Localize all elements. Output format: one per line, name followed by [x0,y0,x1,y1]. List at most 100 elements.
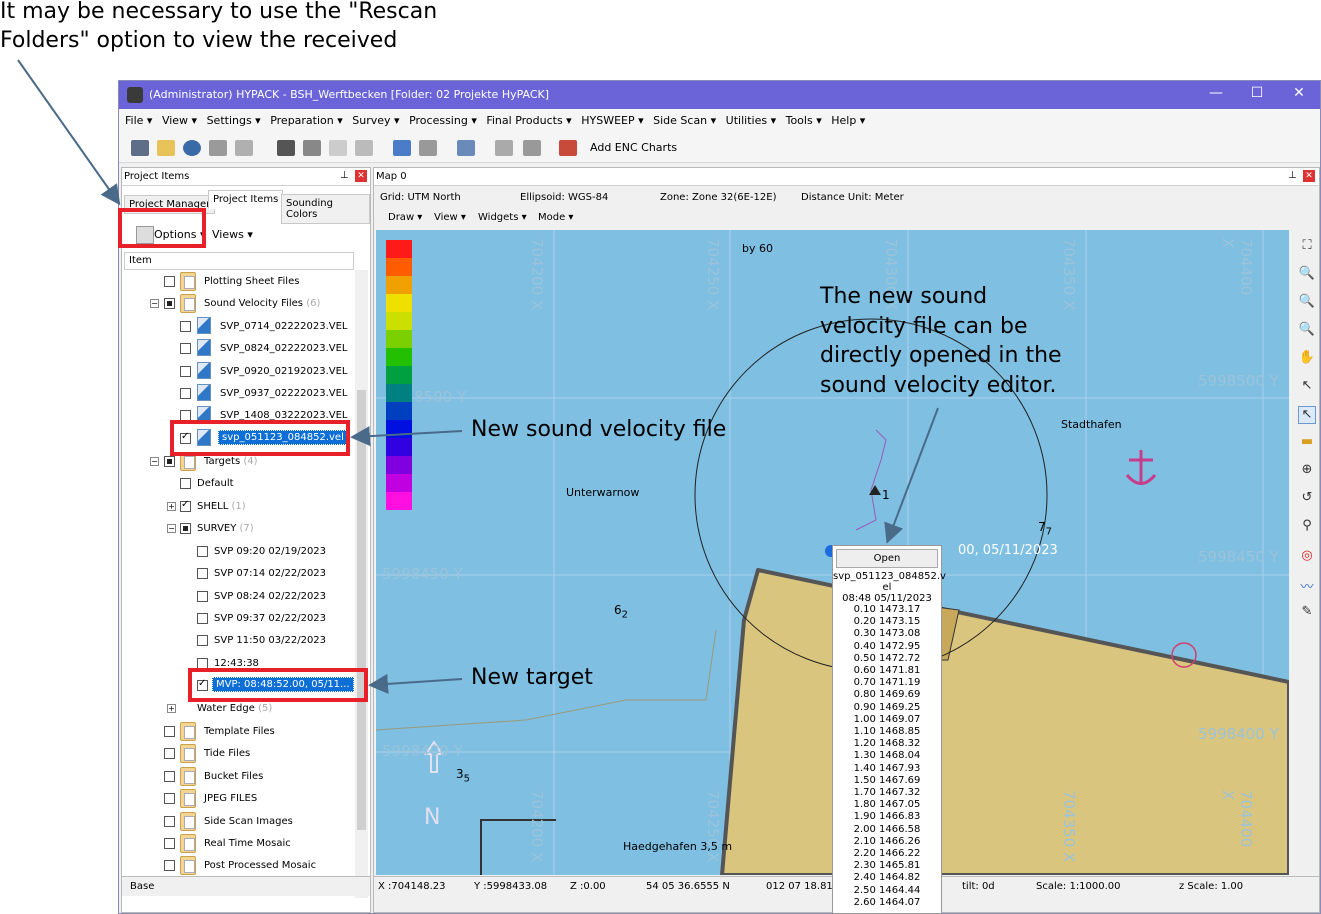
boat-icon[interactable] [277,140,295,156]
scroll-thumb[interactable] [357,390,366,830]
base-tab[interactable]: Base [122,876,370,896]
checkbox-t1[interactable] [197,546,208,557]
depth-icon[interactable]: ⚲ [1302,518,1312,533]
tree-item-svp4[interactable]: SVP_0937_02222023.VEL [220,388,348,399]
tree-item-tide[interactable]: Tide Files [204,748,251,759]
print-icon[interactable] [523,140,541,156]
tree-item-t2[interactable]: SVP 07:14 02/22/2023 [214,568,327,579]
menu-preparation[interactable]: Preparation ▾ [270,114,343,127]
menu-utilities[interactable]: Utilities ▾ [725,114,777,127]
rotate-icon[interactable]: ↺ [1301,490,1313,505]
checkbox-targets[interactable] [164,456,175,467]
options-button[interactable]: Options ▾ [154,228,206,241]
tree-item-survey[interactable]: SURVEY (7) [197,523,254,534]
menu-settings[interactable]: Settings ▾ [206,114,261,127]
close-button[interactable]: ✕ [1293,85,1305,101]
maximize-button[interactable]: ☐ [1250,85,1264,101]
map-menu-mode[interactable]: Mode ▾ [538,212,574,223]
add-enc-charts-button[interactable]: Add ENC Charts [590,141,678,154]
checkbox-svp3[interactable] [180,366,191,377]
tree-item-targets[interactable]: Targets (4) [204,456,258,467]
north-up-icon[interactable]: ⊕ [1301,462,1313,477]
expand-icon[interactable]: + [167,502,176,511]
checkbox-tide[interactable] [164,748,175,759]
open-button[interactable]: Open [836,549,938,568]
target-icon[interactable]: ◎ [1301,548,1313,563]
tab-sounding-colors[interactable]: Sounding Colors [281,194,370,224]
minimize-button[interactable]: — [1209,85,1223,101]
checkbox-plotting[interactable] [164,276,175,287]
checkbox-sound-velocity[interactable] [164,298,175,309]
tree-item-template[interactable]: Template Files [204,726,275,737]
checkbox-survey[interactable] [180,523,191,534]
checkbox-t2[interactable] [197,568,208,579]
tree-item-shell[interactable]: SHELL (1) [197,501,246,512]
checkbox-t5[interactable] [197,635,208,646]
pin-icon[interactable]: ⊥ [340,170,349,181]
collapse-icon[interactable]: − [150,299,159,308]
collapse-icon[interactable]: − [150,457,159,466]
screen-icon[interactable] [495,140,513,156]
tree-item-target-new[interactable]: MVP: 08:48:52.00, 05/11... [212,677,354,692]
tree-item-bucket[interactable]: Bucket Files [204,771,264,782]
menu-help[interactable]: Help ▾ [831,114,866,127]
globe-icon[interactable] [183,140,201,156]
menu-hysweep[interactable]: HYSWEEP ▾ [581,114,644,127]
measure-icon[interactable]: ▬ [1300,434,1314,449]
tree-item-rtmosaic[interactable]: Real Time Mosaic [204,838,291,849]
panel-close-icon[interactable]: ✕ [355,170,367,182]
menu-survey[interactable]: Survey ▾ [352,114,400,127]
tree-item-water-edge[interactable]: Water Edge (5) [197,703,272,714]
menu-tools[interactable]: Tools ▾ [785,114,822,127]
tree-item-svp5[interactable]: SVP_1408_03222023.VEL [220,410,348,421]
checkbox-rtmosaic[interactable] [164,838,175,849]
checkbox-template[interactable] [164,726,175,737]
tree-item-sound-velocity[interactable]: Sound Velocity Files (6) [204,298,320,309]
zoom-window-icon[interactable]: 🔍 [1298,266,1316,281]
edit-icon[interactable] [235,140,253,156]
tree-item-plotting[interactable]: Plotting Sheet Files [204,276,300,287]
zoom-out-icon[interactable]: 🔍 [1298,322,1316,337]
tree-item-t3[interactable]: SVP 08:24 02/22/2023 [214,591,327,602]
checkbox-shell[interactable] [180,499,191,512]
menu-side-scan[interactable]: Side Scan ▾ [653,114,717,127]
zoom-extents-icon[interactable]: ⛶ [1302,238,1312,253]
menu-file[interactable]: File ▾ [125,114,153,127]
sonar-icon[interactable] [457,140,475,156]
views-button[interactable]: Views ▾ [212,228,253,241]
curve-icon[interactable] [329,140,347,156]
tree-item-t4[interactable]: SVP 09:37 02/22/2023 [214,613,327,624]
survey-tool-icon[interactable] [209,140,227,156]
checkbox-default[interactable] [180,478,191,489]
column-header[interactable]: Item [124,252,354,270]
query-pointer-icon[interactable]: ↖ [1301,378,1313,393]
checkbox-bucket[interactable] [164,771,175,782]
pan-hand-icon[interactable]: ✋ [1298,350,1316,365]
tree-item-svp2[interactable]: SVP_0824_02222023.VEL [220,343,348,354]
tree-item-default[interactable]: Default [197,478,234,489]
tree-item-t5[interactable]: SVP 11:50 03/22/2023 [214,635,327,646]
checkbox-t3[interactable] [197,591,208,602]
expand-icon[interactable]: + [167,704,176,713]
tree-item-jpeg[interactable]: JPEG FILES [204,793,258,804]
checkbox-jpeg[interactable] [164,793,175,804]
tree-item-sidescan[interactable]: Side Scan Images [204,816,293,827]
tree-item-svp1[interactable]: SVP_0714_02222023.VEL [220,321,348,332]
edit-pen-icon[interactable]: ✎ [1301,604,1313,619]
checkbox-svp2[interactable] [180,343,191,354]
menu-final-products[interactable]: Final Products ▾ [486,114,572,127]
save-icon[interactable] [131,140,149,156]
checkbox-svp1[interactable] [180,321,191,332]
map-close-icon[interactable]: ✕ [1303,170,1315,182]
chart-icon[interactable] [393,140,411,156]
tree-item-t1[interactable]: SVP 09:20 02/19/2023 [214,546,327,557]
checkbox-svp-new[interactable] [180,431,191,444]
search-tool-icon[interactable] [419,140,437,156]
checkbox-svp4[interactable] [180,388,191,399]
tree-item-svp3[interactable]: SVP_0920_02192023.VEL [220,366,348,377]
checkbox-t-new[interactable] [197,678,208,691]
open-folder-icon[interactable] [157,140,175,156]
tree-item-ppmosaic[interactable]: Post Processed Mosaic [204,860,317,871]
enc-icon[interactable] [559,140,577,156]
checkbox-sidescan[interactable] [164,816,175,827]
